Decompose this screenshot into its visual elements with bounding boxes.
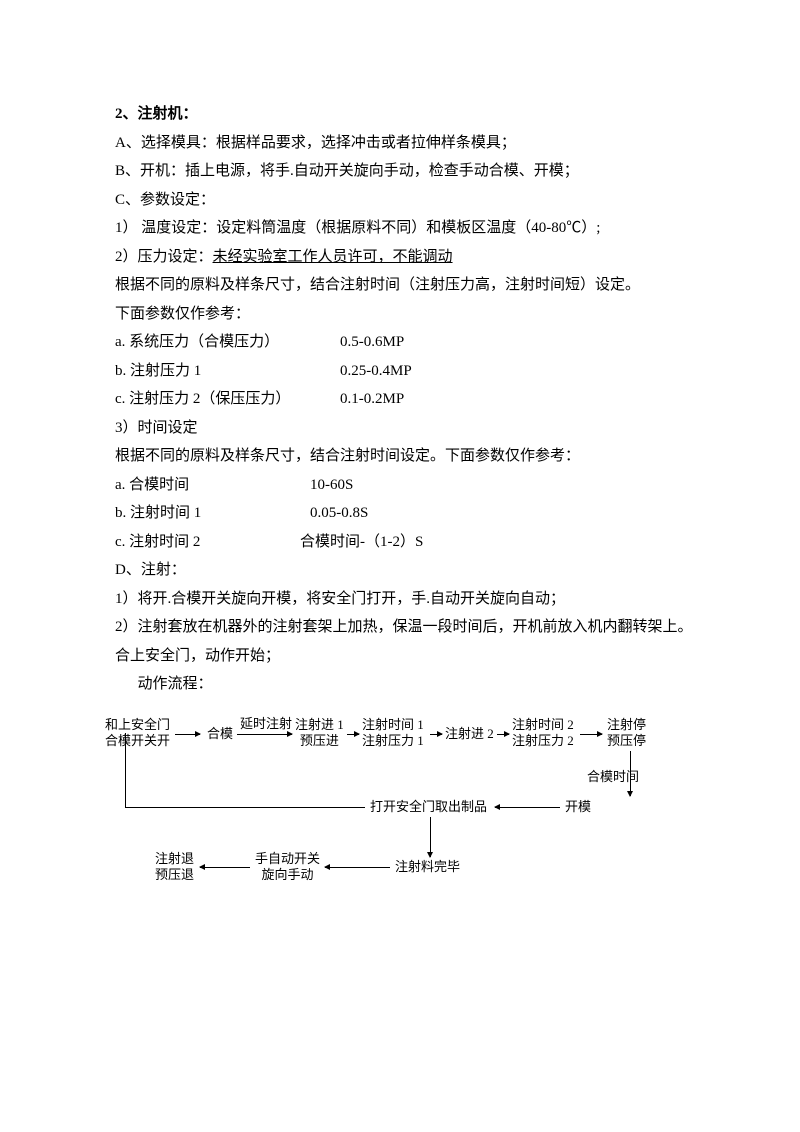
arrow-icon — [237, 734, 292, 735]
para-c2-desc: 根据不同的原料及样条尺寸，结合注射时间（注射压力高，注射时间短）设定。 — [115, 271, 700, 300]
flow-n1b: 合模开关开 — [105, 733, 170, 748]
pressure-row-b: b. 注射压力 1 0.25-0.4MP — [115, 357, 700, 386]
time-c-label: c. 注射时间 2 — [115, 528, 300, 557]
para-d: D、注射： — [115, 556, 700, 585]
flow-node-8: 开模 — [565, 799, 591, 816]
para-d2: 2）注射套放在机器外的注射套架上加热，保温一段时间后，开机前放入机内翻转架上。合… — [115, 613, 700, 670]
arrow-icon — [175, 734, 200, 735]
flow-title: 动作流程： — [115, 670, 700, 699]
flow-n11b: 旋向手动 — [262, 867, 314, 882]
flowchart: 和上安全门 合模开关开 合模 延时注射 注射进 1 预压进 注射时间 1 注射压… — [115, 709, 700, 929]
time-row-a: a. 合模时间 10-60S — [115, 471, 700, 500]
flow-n3b: 预压进 — [300, 733, 339, 748]
pressure-row-a: a. 系统压力（合模压力） 0.5-0.6MP — [115, 328, 700, 357]
para-c3: 3）时间设定 — [115, 414, 700, 443]
pressure-b-label: b. 注射压力 1 — [115, 357, 340, 386]
para-d1: 1）将开.合模开关旋向开模，将安全门打开，手.自动开关旋向自动； — [115, 585, 700, 614]
pressure-a-label: a. 系统压力（合模压力） — [115, 328, 340, 357]
heading: 2、注射机： — [115, 100, 700, 129]
pressure-row-c: c. 注射压力 2（保压压力） 0.1-0.2MP — [115, 385, 700, 414]
arrow-icon — [325, 867, 390, 868]
flow-n4b: 注射压力 1 — [362, 733, 424, 748]
time-a-label: a. 合模时间 — [115, 471, 310, 500]
line-icon — [125, 733, 126, 807]
para-c1: 1） 温度设定：设定料筒温度（根据原料不同）和模板区温度（40-80℃）; — [115, 214, 700, 243]
c2-underline: 未经实验室工作人员许可，不能调动 — [213, 249, 453, 265]
arrow-icon — [347, 734, 359, 735]
flow-n11a: 手自动开关 — [255, 851, 320, 866]
flow-n3a: 注射进 1 — [295, 717, 344, 732]
flow-node-6: 注射时间 2 注射压力 2 — [512, 717, 574, 751]
arrow-icon — [430, 734, 442, 735]
flow-node-12: 注射退 预压退 — [155, 851, 194, 885]
time-b-label: b. 注射时间 1 — [115, 499, 310, 528]
arrow-icon — [495, 807, 560, 808]
arrow-icon — [580, 734, 602, 735]
time-a-value: 10-60S — [310, 471, 700, 500]
para-c3-desc: 根据不同的原料及样条尺寸，结合注射时间设定。下面参数仅作参考： — [115, 442, 700, 471]
pressure-b-value: 0.25-0.4MP — [340, 357, 700, 386]
flow-node-2: 合模 — [207, 726, 233, 743]
pressure-a-value: 0.5-0.6MP — [340, 328, 700, 357]
flow-node-9: 打开安全门取出制品 — [370, 799, 487, 816]
para-b: B、开机：插上电源，将手.自动开关旋向手动，检查手动合模、开模； — [115, 157, 700, 186]
flow-n4a: 注射时间 1 — [362, 717, 424, 732]
flow-node-10: 注射料完毕 — [395, 859, 460, 876]
flow-n6a: 注射时间 2 — [512, 717, 574, 732]
pressure-c-value: 0.1-0.2MP — [340, 385, 700, 414]
line-icon — [125, 807, 365, 808]
para-c: C、参数设定： — [115, 186, 700, 215]
time-b-value: 0.05-0.8S — [310, 499, 700, 528]
edge-label-78: 合模时间 — [587, 769, 639, 786]
flow-n7a: 注射停 — [607, 717, 646, 732]
flow-node-1: 和上安全门 合模开关开 — [105, 717, 170, 751]
flow-node-11: 手自动开关 旋向手动 — [255, 851, 320, 885]
flow-n12a: 注射退 — [155, 851, 194, 866]
arrow-icon — [430, 817, 431, 857]
para-c2-desc2: 下面参数仅作参考： — [115, 300, 700, 329]
flow-node-3: 注射进 1 预压进 — [295, 717, 344, 751]
flow-node-7: 注射停 预压停 — [607, 717, 646, 751]
flow-node-4: 注射时间 1 注射压力 1 — [362, 717, 424, 751]
para-c2: 2）压力设定：未经实验室工作人员许可，不能调动 — [115, 243, 700, 272]
time-row-c: c. 注射时间 2 合模时间-（1-2）S — [115, 528, 700, 557]
time-row-b: b. 注射时间 1 0.05-0.8S — [115, 499, 700, 528]
c2-prefix: 2）压力设定： — [115, 249, 213, 265]
document-page: 2、注射机： A、选择模具：根据样品要求，选择冲击或者拉伸样条模具； B、开机：… — [0, 0, 800, 1132]
flow-n1a: 和上安全门 — [105, 717, 170, 732]
time-c-value: 合模时间-（1-2）S — [300, 528, 700, 557]
flow-n12b: 预压退 — [155, 867, 194, 882]
flow-node-5: 注射进 2 — [445, 726, 494, 743]
para-a: A、选择模具：根据样品要求，选择冲击或者拉伸样条模具； — [115, 129, 700, 158]
flow-n7b: 预压停 — [607, 733, 646, 748]
arrow-icon — [200, 867, 250, 868]
edge-label-12: 延时注射 — [240, 716, 292, 733]
flow-n6b: 注射压力 2 — [512, 733, 574, 748]
pressure-c-label: c. 注射压力 2（保压压力） — [115, 385, 340, 414]
arrow-icon — [497, 734, 509, 735]
